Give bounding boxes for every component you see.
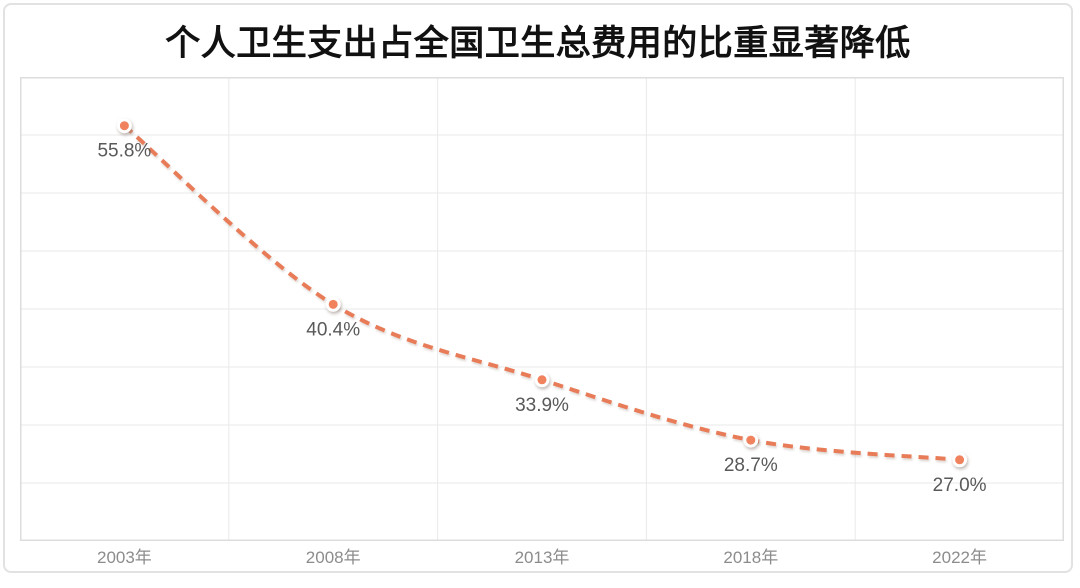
x-axis-label: 2013年 xyxy=(515,548,570,567)
data-point-label: 28.7% xyxy=(724,455,778,476)
data-point-marker xyxy=(743,432,759,448)
plot-border xyxy=(20,77,1064,541)
data-point-marker xyxy=(952,452,968,468)
data-point-label: 55.8% xyxy=(97,141,151,162)
data-point-marker xyxy=(534,372,550,388)
x-axis-label: 2018年 xyxy=(723,548,778,567)
x-axis-label: 2003年 xyxy=(97,548,152,567)
data-point-marker xyxy=(325,296,341,312)
x-axis-label: 2008年 xyxy=(306,548,361,567)
line-chart: 55.8% 2003年 40.4% 2008年 33.9% 2013年 28.7% 2018年… xyxy=(20,77,1064,567)
chart-title: 个人卫生支出占全国卫生总费用的比重显著降低 xyxy=(165,24,911,63)
data-point-label: 40.4% xyxy=(306,319,360,340)
chart-card: 个人卫生支出占全国卫生总费用的比重显著降低 55.8% 2003年 40.4% 200… xyxy=(3,3,1073,573)
x-axis-label: 2022年 xyxy=(932,548,987,567)
data-point-label: 27.0% xyxy=(933,475,987,496)
data-point-label: 33.9% xyxy=(515,395,569,416)
data-point-marker xyxy=(116,118,132,134)
